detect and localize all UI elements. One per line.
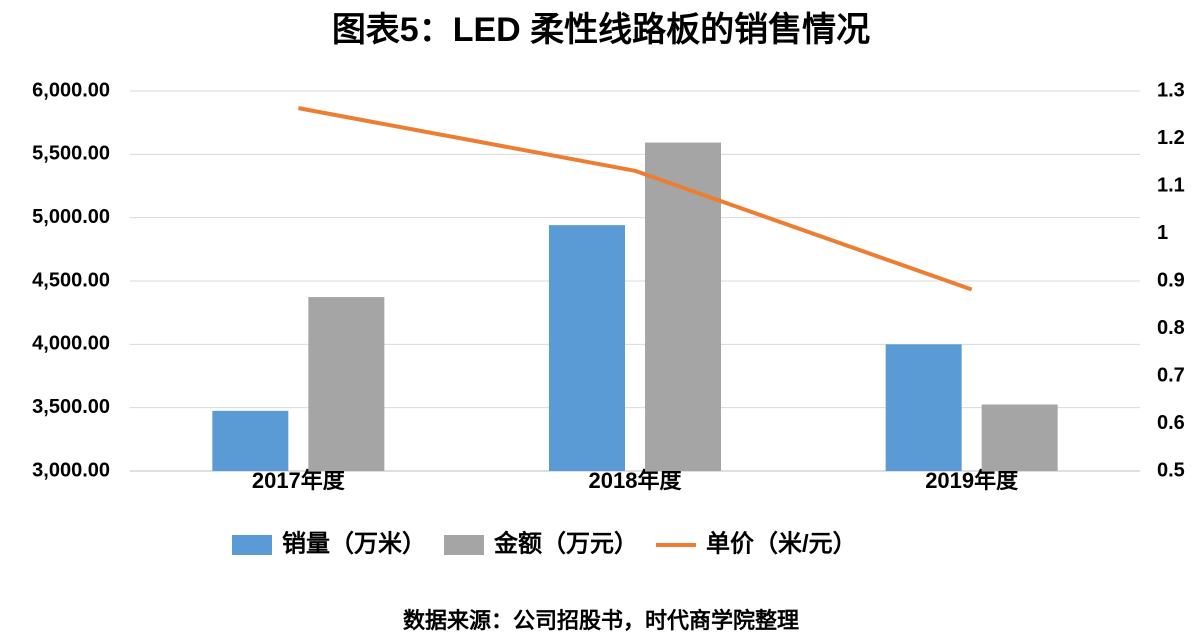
y2-tick-label: 0.7 (1157, 364, 1185, 386)
y2-tick-label: 1.2 (1157, 127, 1185, 149)
x-tick-label: 2019年度 (925, 468, 1019, 493)
y-tick-label: 4,000.00 (32, 333, 110, 355)
y-tick-label: 4,500.00 (32, 269, 110, 291)
legend-swatch (444, 535, 484, 555)
bar (645, 142, 721, 471)
bar (885, 344, 962, 471)
y2-tick-label: 0.9 (1157, 269, 1185, 291)
y2-tick-label: 0.5 (1157, 459, 1185, 481)
x-tick-label: 2018年度 (589, 468, 683, 493)
y-tick-label: 5,000.00 (32, 206, 110, 228)
y-tick-label: 3,000.00 (32, 459, 110, 481)
bar (212, 410, 289, 471)
y-tick-label: 6,000.00 (32, 79, 110, 101)
chart-title: 图表5：LED 柔性线路板的销售情况 (332, 11, 870, 49)
y-tick-label: 5,500.00 (32, 143, 110, 165)
bar (549, 225, 625, 471)
legend-swatch (232, 535, 272, 555)
legend-label: 销量（万米） (282, 530, 426, 557)
y2-tick-label: 1.3 (1157, 79, 1185, 101)
y2-tick-label: 0.8 (1157, 317, 1185, 339)
bar (981, 404, 1058, 471)
source-note: 数据来源：公司招股书，时代商学院整理 (403, 608, 799, 633)
line-series (297, 106, 973, 292)
y2-tick-label: 0.6 (1157, 412, 1185, 434)
y2-tick-label: 1 (1157, 222, 1168, 244)
y2-tick-label: 1.1 (1157, 174, 1185, 196)
x-tick-label: 2017年度 (252, 468, 346, 493)
legend-label: 单价（米/元） (706, 530, 857, 557)
legend-label: 金额（万元） (493, 529, 638, 557)
y-tick-label: 3,500.00 (32, 396, 110, 418)
bar (308, 297, 385, 471)
